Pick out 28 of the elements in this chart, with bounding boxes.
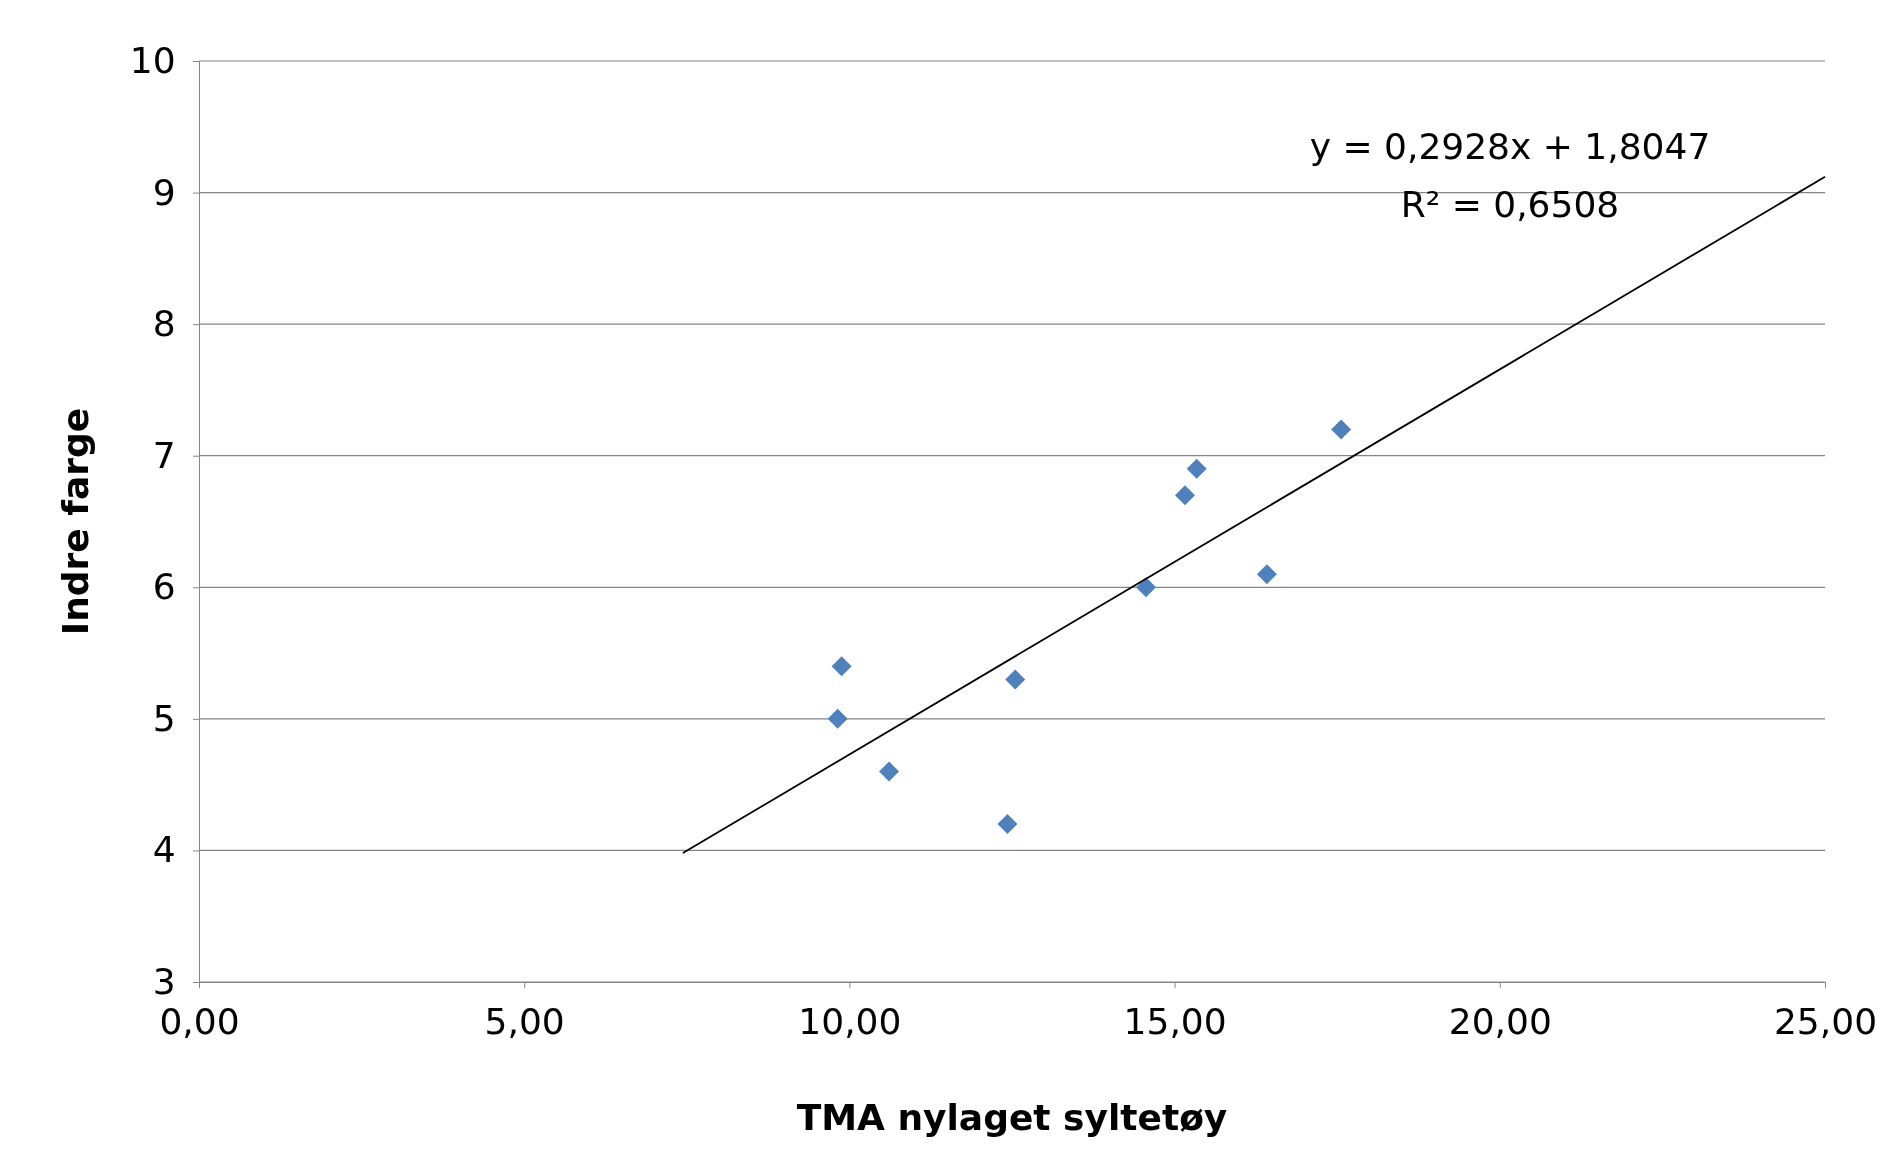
x-axis-title: TMA nylaget syltetøy <box>796 1097 1228 1138</box>
y-tick-label: 10 <box>129 40 176 82</box>
point <box>879 761 900 782</box>
point <box>831 656 852 677</box>
y-axis-title: Indre farge <box>55 407 96 636</box>
y-tick-label: 9 <box>152 171 176 213</box>
x-tick-label: 20,00 <box>1448 1001 1552 1043</box>
point <box>1005 669 1026 690</box>
point <box>1256 564 1277 585</box>
point <box>1331 419 1352 440</box>
x-tick-label: 25,00 <box>1773 1001 1878 1043</box>
annotation: y = 0,2928x + 1,8047 <box>1309 126 1711 167</box>
x-tick-label: 15,00 <box>1123 1001 1227 1043</box>
point <box>997 814 1018 835</box>
point <box>827 708 848 729</box>
x-tick-label: 10,00 <box>798 1001 902 1043</box>
y-tick-label: 4 <box>152 829 176 871</box>
y-tick-label: 8 <box>152 303 176 345</box>
y-tick-label: 3 <box>152 961 176 1003</box>
y-tick-label: 7 <box>152 434 176 476</box>
point <box>1135 577 1156 598</box>
x-tick-label: 0,00 <box>159 1001 240 1043</box>
annotation: R² = 0,6508 <box>1400 184 1620 225</box>
point <box>1186 458 1207 479</box>
point <box>1175 485 1196 506</box>
y-tick-label: 6 <box>152 566 176 608</box>
y-tick-label: 5 <box>152 697 176 739</box>
x-tick-label: 5,00 <box>484 1001 565 1043</box>
